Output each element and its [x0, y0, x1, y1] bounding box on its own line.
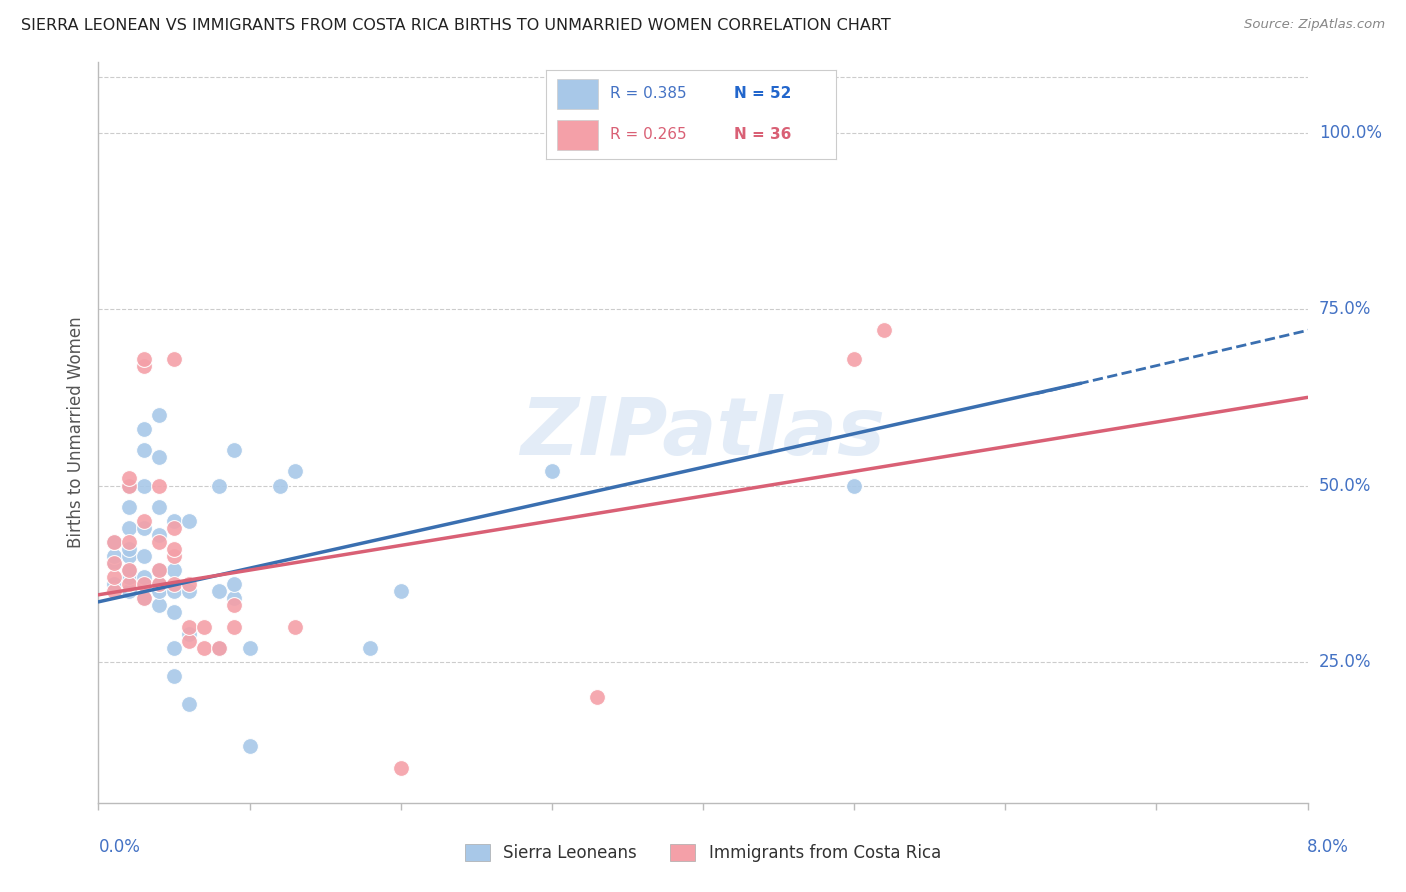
- Point: [132, 478, 155, 492]
- Point: [148, 577, 170, 591]
- Point: [179, 584, 201, 599]
- Point: [208, 640, 231, 655]
- Point: [118, 478, 141, 492]
- Point: [163, 514, 186, 528]
- Point: [103, 549, 125, 563]
- Point: [179, 633, 201, 648]
- Text: SIERRA LEONEAN VS IMMIGRANTS FROM COSTA RICA BIRTHS TO UNMARRIED WOMEN CORRELATI: SIERRA LEONEAN VS IMMIGRANTS FROM COSTA …: [21, 18, 891, 33]
- Point: [163, 351, 186, 366]
- Point: [132, 443, 155, 458]
- Point: [224, 591, 246, 606]
- Point: [208, 584, 231, 599]
- Point: [163, 541, 186, 556]
- Point: [148, 563, 170, 577]
- Point: [148, 450, 170, 465]
- Point: [118, 500, 141, 514]
- Point: [118, 577, 141, 591]
- Point: [103, 556, 125, 570]
- Point: [103, 556, 125, 570]
- Point: [179, 514, 201, 528]
- Point: [118, 584, 141, 599]
- Point: [148, 500, 170, 514]
- Point: [118, 521, 141, 535]
- Point: [132, 359, 155, 373]
- Point: [132, 514, 155, 528]
- Point: [239, 640, 262, 655]
- Point: [103, 584, 125, 599]
- Point: [118, 570, 141, 584]
- Point: [179, 619, 201, 633]
- Point: [844, 351, 866, 366]
- Point: [873, 323, 896, 337]
- Point: [103, 577, 125, 591]
- Y-axis label: Births to Unmarried Women: Births to Unmarried Women: [66, 317, 84, 549]
- Point: [284, 619, 307, 633]
- Point: [148, 528, 170, 542]
- Point: [118, 541, 141, 556]
- Point: [118, 471, 141, 485]
- Point: [132, 549, 155, 563]
- Point: [148, 577, 170, 591]
- Point: [586, 690, 609, 704]
- Point: [148, 535, 170, 549]
- Point: [163, 577, 186, 591]
- Point: [148, 478, 170, 492]
- Legend: Sierra Leoneans, Immigrants from Costa Rica: Sierra Leoneans, Immigrants from Costa R…: [458, 837, 948, 869]
- Point: [132, 591, 155, 606]
- Point: [163, 563, 186, 577]
- Text: 75.0%: 75.0%: [1319, 301, 1371, 318]
- Point: [239, 739, 262, 754]
- Point: [179, 697, 201, 711]
- Point: [148, 563, 170, 577]
- Text: 8.0%: 8.0%: [1308, 838, 1350, 855]
- Point: [103, 535, 125, 549]
- Point: [132, 591, 155, 606]
- Point: [163, 584, 186, 599]
- Point: [224, 599, 246, 613]
- Text: Source: ZipAtlas.com: Source: ZipAtlas.com: [1244, 18, 1385, 31]
- Point: [103, 535, 125, 549]
- Point: [118, 535, 141, 549]
- Text: 50.0%: 50.0%: [1319, 476, 1371, 494]
- Text: 100.0%: 100.0%: [1319, 124, 1382, 142]
- Point: [103, 570, 125, 584]
- Point: [132, 577, 155, 591]
- Point: [208, 640, 231, 655]
- Point: [132, 577, 155, 591]
- Point: [179, 626, 201, 640]
- Point: [118, 478, 141, 492]
- Point: [844, 478, 866, 492]
- Text: 0.0%: 0.0%: [98, 838, 141, 855]
- Point: [118, 563, 141, 577]
- Point: [360, 640, 382, 655]
- Point: [389, 584, 412, 599]
- Point: [163, 549, 186, 563]
- Text: 25.0%: 25.0%: [1319, 653, 1371, 671]
- Point: [224, 619, 246, 633]
- Point: [163, 669, 186, 683]
- Point: [118, 549, 141, 563]
- Point: [540, 464, 562, 478]
- Point: [132, 521, 155, 535]
- Point: [208, 478, 231, 492]
- Point: [148, 408, 170, 422]
- Point: [389, 760, 412, 774]
- Point: [269, 478, 291, 492]
- Point: [193, 619, 215, 633]
- Text: ZIPatlas: ZIPatlas: [520, 393, 886, 472]
- Point: [284, 464, 307, 478]
- Point: [193, 640, 215, 655]
- Point: [224, 443, 246, 458]
- Point: [224, 577, 246, 591]
- Point: [179, 577, 201, 591]
- Point: [132, 570, 155, 584]
- Point: [132, 422, 155, 436]
- Point: [163, 521, 186, 535]
- Point: [148, 599, 170, 613]
- Point: [148, 584, 170, 599]
- Point: [163, 606, 186, 620]
- Point: [118, 563, 141, 577]
- Point: [163, 640, 186, 655]
- Point: [132, 351, 155, 366]
